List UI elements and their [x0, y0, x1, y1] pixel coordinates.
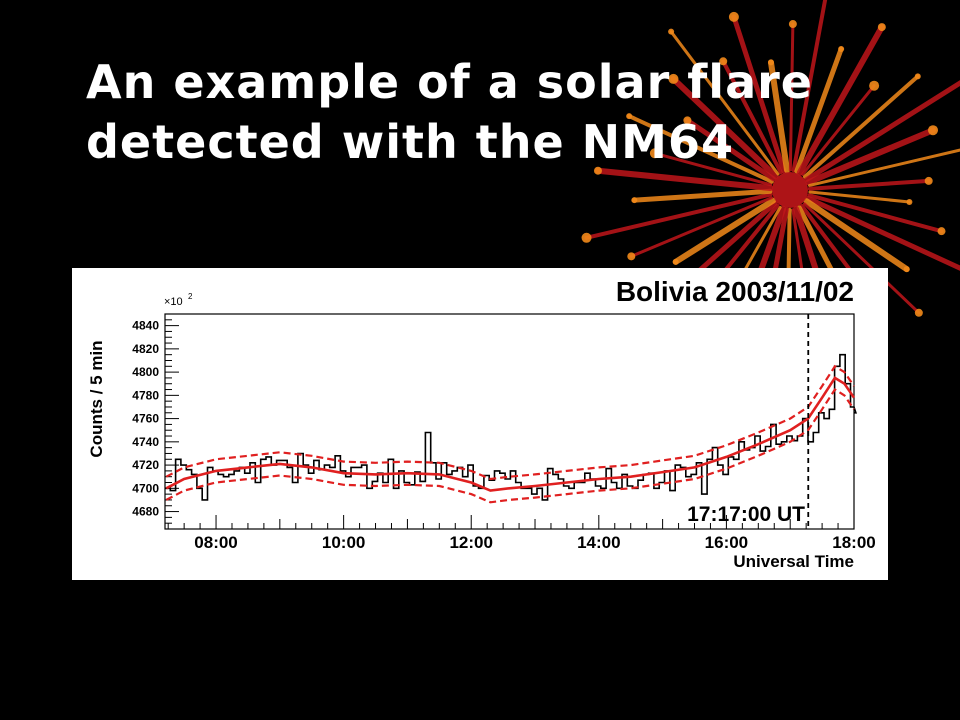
firework-spark [903, 266, 910, 273]
firework-spark [937, 227, 946, 236]
firework-ray [802, 202, 921, 315]
firework-ray [791, 0, 828, 173]
plot-frame [164, 313, 855, 530]
firework-ray [807, 148, 960, 187]
firework-ray [721, 59, 783, 175]
firework-spark [906, 198, 913, 205]
error-band-series-3 [165, 387, 855, 504]
y-tick-label: 4800 [132, 365, 159, 379]
chart-title: Bolivia 2003/11/02 [616, 276, 854, 307]
firework-spark [672, 258, 679, 265]
axes [164, 313, 855, 530]
y-multiplier-label: ×10 [164, 296, 183, 308]
y-tick-label: 4740 [132, 435, 159, 449]
x-tick-label: 10:00 [322, 533, 365, 552]
y-tick-label: 4760 [132, 412, 159, 426]
firework-ray [803, 198, 910, 273]
firework-spark [668, 28, 675, 35]
firework-ray [788, 22, 795, 172]
firework-spark [877, 23, 886, 32]
error-band-series-2 [165, 364, 855, 481]
x-tick-label: 18:00 [832, 533, 875, 552]
firework-spark [914, 73, 921, 80]
firework-ray [794, 46, 844, 174]
series [165, 314, 858, 529]
firework-ray [653, 151, 773, 187]
y-tick-label: 4840 [132, 319, 159, 333]
x-tick-label: 16:00 [705, 533, 748, 552]
slide-title: An example of a solar flare detected wit… [86, 55, 813, 169]
firework-ray [807, 193, 944, 234]
firework-ray [804, 80, 960, 182]
firework-ray [796, 24, 885, 176]
firework-ray [672, 197, 777, 265]
firework-ray [684, 117, 776, 182]
y-tick-label: 4780 [132, 388, 159, 402]
firework-ray [631, 188, 773, 203]
firework-spark [668, 73, 679, 84]
firework-spark [581, 232, 592, 243]
firework-spark [728, 11, 739, 22]
x-tick-label: 12:00 [449, 533, 492, 552]
firework-ray [801, 84, 876, 176]
firework-ray [805, 195, 960, 271]
firework-ray [808, 190, 911, 204]
y-tick-label: 4700 [132, 481, 159, 495]
x-tick-label: 08:00 [194, 533, 237, 552]
firework-ray [731, 14, 787, 174]
chart-panel: 4680 4700 4720 4740 4760 4780 4800 4820 4840 08:0… [72, 268, 888, 580]
y-tick-label: 4820 [132, 342, 159, 356]
firework-spark [838, 45, 845, 52]
y-multiplier-exponent: 2 [188, 292, 193, 301]
firework-ray [767, 59, 791, 174]
firework-spark [788, 20, 797, 29]
firework-spark [928, 125, 939, 136]
firework-ray [805, 127, 937, 186]
firework-ray [594, 167, 774, 192]
y-axis-title: Counts / 5 min [87, 340, 106, 457]
firework-ray [627, 114, 774, 184]
firework-spark [627, 252, 636, 261]
x-tick-label: 14:00 [577, 533, 620, 552]
flare-chart: 4680 4700 4720 4740 4760 4780 4800 4820 4840 08:0… [87, 276, 876, 571]
firework-spark [719, 57, 728, 66]
firework-ray [802, 74, 920, 179]
y-tick-label: 4680 [132, 505, 159, 519]
histogram-series [165, 353, 858, 501]
firework-spark [683, 116, 692, 125]
firework-spark [767, 59, 774, 66]
firework-ray [629, 196, 774, 258]
firework-spark [914, 308, 923, 317]
firework-ray [584, 192, 773, 240]
firework-spark [626, 113, 633, 120]
firework-spark [631, 197, 638, 204]
x-axis-title: Universal Time [733, 552, 854, 571]
firework-spark [924, 176, 933, 185]
firework-ray [670, 75, 779, 180]
firework-spark [869, 80, 880, 91]
firework-ray [807, 178, 931, 191]
firework-core [772, 172, 808, 208]
firework-ray [669, 30, 780, 176]
firework-spark [649, 148, 660, 159]
average-line-series [165, 376, 856, 492]
y-tick-label: 4720 [132, 458, 159, 472]
ticks: 4680 4700 4720 4740 4760 4780 4800 4820 4840 08:0… [132, 313, 876, 552]
annotation-label: 17:17:00 UT [687, 503, 805, 526]
firework-spark [593, 166, 602, 175]
